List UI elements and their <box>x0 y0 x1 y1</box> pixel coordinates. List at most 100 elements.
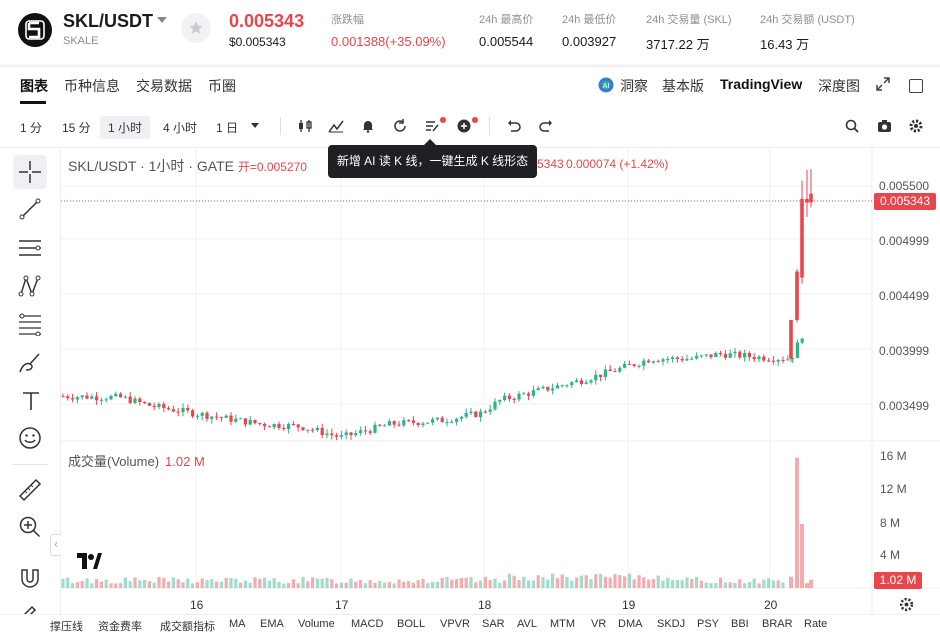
fibonacci-icon[interactable] <box>18 312 42 336</box>
settings-gear-icon[interactable] <box>909 119 923 133</box>
candlestick-chart[interactable] <box>61 148 940 617</box>
indicator-6[interactable]: MACD <box>351 618 384 630</box>
volume-bar <box>647 579 651 588</box>
volume-bar <box>661 580 665 588</box>
magnet-icon[interactable] <box>18 566 42 590</box>
skale-logo-icon <box>18 13 52 47</box>
volume-bar <box>589 579 593 588</box>
volume-bar <box>431 581 435 588</box>
volume-bar <box>243 580 247 588</box>
volume-bar <box>378 580 382 588</box>
crosshair-tool[interactable] <box>13 155 47 189</box>
indicator-15[interactable]: PSY <box>697 618 720 630</box>
tab-insight[interactable]: 洞察 <box>620 78 648 94</box>
indicator-17[interactable]: BRAR <box>762 618 793 630</box>
zoom-in-icon[interactable] <box>18 515 42 539</box>
indicator-5[interactable]: Volume <box>298 618 335 630</box>
chart-area[interactable] <box>61 148 940 617</box>
candle-body <box>253 419 257 424</box>
indicator-11[interactable]: MTM <box>550 618 576 630</box>
alert-bell-icon[interactable] <box>361 119 375 133</box>
ai-kline-icon[interactable] <box>425 119 439 133</box>
tab-coin-info[interactable]: 币种信息 <box>64 78 120 94</box>
chevron-down-icon[interactable] <box>250 122 260 130</box>
indicator-0[interactable]: 撑压线 <box>50 621 83 633</box>
candle-body <box>368 431 372 433</box>
indicator-14[interactable]: SKDJ <box>657 618 686 630</box>
indicator-16[interactable]: BBI <box>731 618 749 630</box>
candle-body <box>85 395 89 399</box>
chevron-down-icon[interactable] <box>157 17 167 23</box>
candle-body <box>311 429 315 431</box>
volume-bar <box>123 577 127 588</box>
volume-bar <box>503 580 507 588</box>
ruler-icon[interactable] <box>18 478 42 502</box>
favorite-button[interactable] <box>181 13 211 43</box>
volume-bar <box>805 583 809 588</box>
expand-icon[interactable] <box>876 77 890 91</box>
indicator-8[interactable]: VPVR <box>440 618 470 630</box>
indicator-13[interactable]: DMA <box>618 618 643 630</box>
candle-body <box>407 420 411 422</box>
timeframe-1h[interactable]: 1 小时 <box>100 116 151 139</box>
indicator-18[interactable]: Rate <box>804 618 828 630</box>
candle-body <box>800 338 804 343</box>
volume-bar <box>613 574 617 588</box>
candle-type-icon[interactable] <box>297 119 313 133</box>
volume-bar <box>459 577 463 588</box>
parallel-lines-icon[interactable] <box>18 236 42 260</box>
camera-icon[interactable] <box>877 119 892 133</box>
tab-community[interactable]: 币圈 <box>208 78 236 94</box>
indicator-1[interactable]: 资金费率 <box>98 621 142 633</box>
candle-body <box>661 359 665 362</box>
candle-body <box>541 386 545 389</box>
indicator-10[interactable]: AVL <box>517 618 537 630</box>
indicator-4[interactable]: EMA <box>260 618 284 630</box>
volume-bar <box>719 577 723 588</box>
stat-value: 0.005544 <box>479 34 534 49</box>
pair-name[interactable]: SKL/USDT <box>63 11 153 31</box>
replay-icon[interactable] <box>393 119 407 133</box>
timeframe-15m[interactable]: 15 分 <box>62 121 91 135</box>
indicator-7[interactable]: BOLL <box>397 618 426 630</box>
add-icon[interactable] <box>457 119 471 133</box>
timeframe-1m[interactable]: 1 分 <box>20 121 43 135</box>
candle-body <box>435 417 439 420</box>
brush-icon[interactable] <box>18 350 42 374</box>
volume-bar <box>344 582 348 588</box>
candle-body <box>728 353 732 358</box>
pattern-tool-icon[interactable] <box>18 274 42 298</box>
indicator-9[interactable]: SAR <box>482 618 505 630</box>
undo-icon[interactable] <box>507 119 521 133</box>
volume-bar <box>104 579 108 588</box>
volume-bar <box>767 578 771 588</box>
trend-line-icon[interactable] <box>18 197 42 221</box>
candle-body <box>704 354 708 356</box>
search-icon[interactable] <box>845 119 859 133</box>
redo-icon[interactable] <box>539 119 553 133</box>
indicator-12[interactable]: VR <box>591 618 607 630</box>
window-icon[interactable] <box>909 79 923 93</box>
indicators-icon[interactable] <box>328 119 344 133</box>
timeframe-4h[interactable]: 4 小时 <box>163 121 198 135</box>
tab-chart[interactable]: 图表 <box>20 78 48 94</box>
tab-trade-data[interactable]: 交易数据 <box>136 78 192 94</box>
tab-basic[interactable]: 基本版 <box>662 78 704 94</box>
indicator-3[interactable]: MA <box>229 618 246 630</box>
candle-body <box>66 396 70 399</box>
candle-body <box>267 426 271 428</box>
tab-tradingview[interactable]: TradingView <box>720 76 803 92</box>
candle-body <box>402 420 406 426</box>
volume-bar <box>277 582 281 588</box>
candle-body <box>570 382 574 386</box>
volume-bar <box>551 573 555 588</box>
timeframe-1d[interactable]: 1 日 <box>216 121 239 135</box>
settings-gear-icon[interactable] <box>899 597 914 612</box>
tab-depth[interactable]: 深度图 <box>818 78 860 94</box>
candle-body <box>234 418 238 422</box>
candle-body <box>695 355 699 359</box>
emoji-icon[interactable] <box>18 426 42 450</box>
candle-body <box>603 369 607 377</box>
text-tool-icon[interactable] <box>20 390 42 412</box>
indicator-2[interactable]: 成交额指标 <box>160 621 215 633</box>
